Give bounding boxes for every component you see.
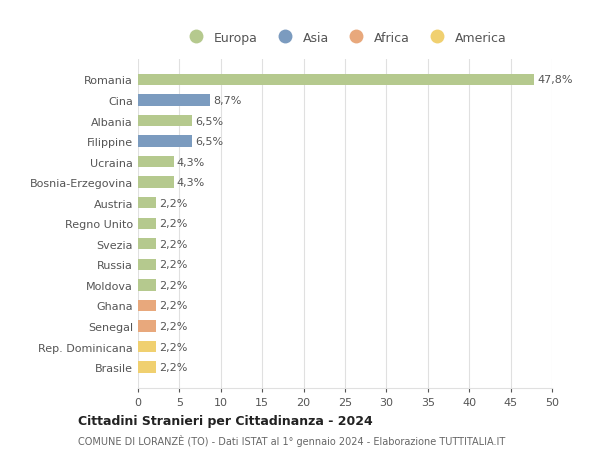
Bar: [138, 136, 192, 147]
Text: 47,8%: 47,8%: [537, 75, 572, 85]
Text: 2,2%: 2,2%: [160, 362, 188, 372]
Bar: [138, 321, 156, 332]
Text: 4,3%: 4,3%: [177, 178, 205, 188]
Bar: [138, 157, 173, 168]
Bar: [138, 95, 210, 106]
Bar: [138, 280, 156, 291]
Text: 6,5%: 6,5%: [195, 116, 223, 126]
Bar: [138, 300, 156, 311]
Bar: [138, 198, 156, 209]
Text: 2,2%: 2,2%: [160, 219, 188, 229]
Bar: [138, 218, 156, 230]
Text: 2,2%: 2,2%: [160, 280, 188, 290]
Text: 2,2%: 2,2%: [160, 198, 188, 208]
Bar: [138, 259, 156, 270]
Text: 4,3%: 4,3%: [177, 157, 205, 167]
Bar: [138, 362, 156, 373]
Bar: [138, 341, 156, 353]
Text: 2,2%: 2,2%: [160, 342, 188, 352]
Text: 2,2%: 2,2%: [160, 321, 188, 331]
Bar: [138, 239, 156, 250]
Text: Cittadini Stranieri per Cittadinanza - 2024: Cittadini Stranieri per Cittadinanza - 2…: [78, 414, 373, 428]
Text: 6,5%: 6,5%: [195, 137, 223, 147]
Text: 2,2%: 2,2%: [160, 260, 188, 270]
Bar: [138, 177, 173, 188]
Text: 2,2%: 2,2%: [160, 301, 188, 311]
Bar: [138, 75, 534, 86]
Legend: Europa, Asia, Africa, America: Europa, Asia, Africa, America: [179, 27, 511, 50]
Bar: [138, 116, 192, 127]
Text: 2,2%: 2,2%: [160, 239, 188, 249]
Text: 8,7%: 8,7%: [214, 96, 242, 106]
Text: COMUNE DI LORANZÈ (TO) - Dati ISTAT al 1° gennaio 2024 - Elaborazione TUTTITALIA: COMUNE DI LORANZÈ (TO) - Dati ISTAT al 1…: [78, 434, 505, 446]
